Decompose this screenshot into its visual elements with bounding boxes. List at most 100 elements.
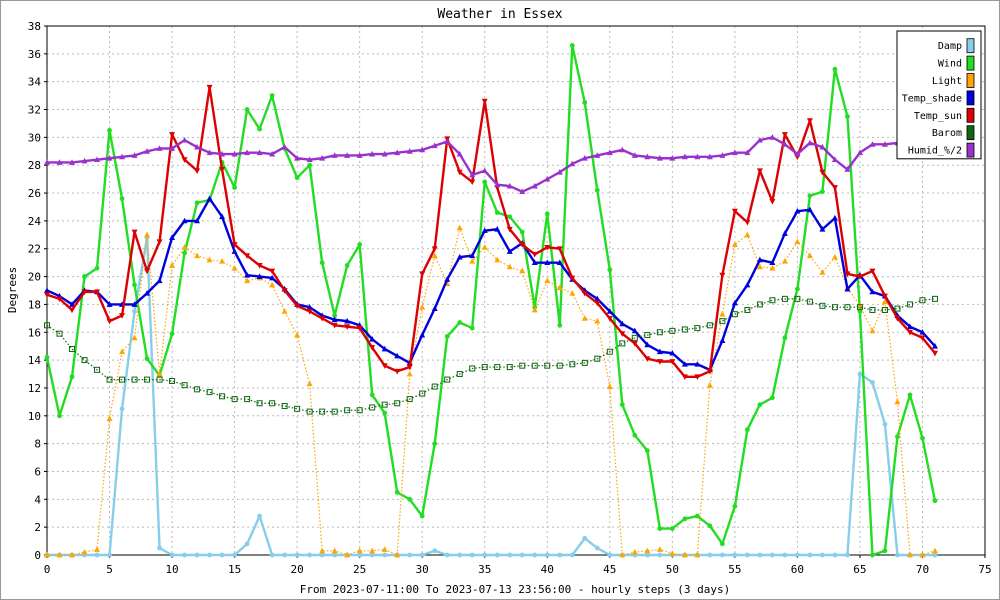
data-point [169,377,176,384]
data-point [369,392,375,398]
data-point [81,289,88,296]
data-point [369,552,375,558]
data-point [732,503,738,509]
data-point [394,489,400,495]
data-point [231,248,238,254]
data-point [231,242,238,248]
data-point [569,290,576,296]
data-point [656,329,663,336]
data-point [681,551,688,558]
y-tick-label: 12 [28,382,41,395]
data-point [281,403,288,410]
data-point [819,226,826,232]
data-point [906,323,913,330]
data-point [256,149,263,156]
data-point [506,248,513,254]
data-point [44,322,50,329]
x-tick-label: 0 [44,563,51,576]
data-point [819,302,826,309]
data-point [731,241,738,247]
data-point [394,368,401,375]
data-point [756,256,763,263]
data-point [507,552,513,558]
data-point [881,298,888,305]
data-point [744,219,751,226]
data-point [332,552,338,558]
data-point [569,43,575,48]
data-point [506,182,513,189]
data-point [869,306,876,313]
x-axis-label: From 2023-07-11:00 To 2023-07-13 23:56:0… [300,583,730,596]
data-point [456,169,463,176]
data-point [306,304,313,310]
data-point [94,546,101,552]
data-point [544,244,551,251]
data-point [432,548,438,554]
data-point [306,380,313,387]
data-point [406,364,413,371]
data-point [81,549,88,555]
y-tick-label: 8 [34,438,41,451]
data-point [457,320,463,325]
data-point [106,415,113,421]
data-point [894,315,901,322]
data-point [731,149,738,156]
data-point [144,290,151,296]
data-point [94,366,101,373]
data-point [431,142,438,149]
data-point [131,229,138,236]
data-point [931,350,938,357]
data-point [119,348,126,355]
data-point [632,432,638,438]
data-point [606,348,613,355]
data-point [69,374,75,380]
data-point [806,252,813,259]
chart-title: Weather in Essex [437,7,562,22]
data-point [931,295,938,302]
data-point [456,371,463,378]
data-point [494,364,501,371]
data-point [344,263,350,268]
data-point [119,406,125,412]
data-point [294,405,301,412]
data-point [331,547,338,554]
data-point [182,250,187,256]
data-point [156,239,163,245]
data-point [819,169,826,176]
data-point [895,552,900,558]
data-point [494,226,501,232]
data-point [281,143,288,150]
data-point [469,552,475,558]
data-point [756,136,763,143]
data-point [744,281,751,288]
y-tick-label: 22 [28,243,41,256]
y-tick-label: 0 [34,549,41,562]
data-point [919,297,926,304]
data-point [119,153,126,160]
data-point [731,208,738,215]
data-point [656,155,663,161]
x-tick-label: 70 [916,563,929,576]
data-point [331,316,338,323]
data-point [306,308,313,315]
legend-label: Barom [932,128,962,139]
y-tick-label: 14 [28,354,42,367]
data-point [781,132,788,138]
data-point [94,156,101,163]
data-point [544,211,550,217]
data-point [769,134,776,140]
data-point [706,153,713,160]
data-point [394,149,401,156]
legend-swatch [966,90,975,106]
data-point [831,214,838,221]
data-point [844,166,851,172]
data-point [406,370,413,377]
data-point [506,226,513,233]
data-point [269,93,275,99]
data-point [394,400,401,407]
data-point [382,410,388,416]
legend: Damp Wind Light Temp_shade Temp_sun Barom Humi… [896,30,982,160]
data-point [619,551,626,558]
data-point [469,179,476,186]
legend-label: Temp_sun [914,111,962,122]
